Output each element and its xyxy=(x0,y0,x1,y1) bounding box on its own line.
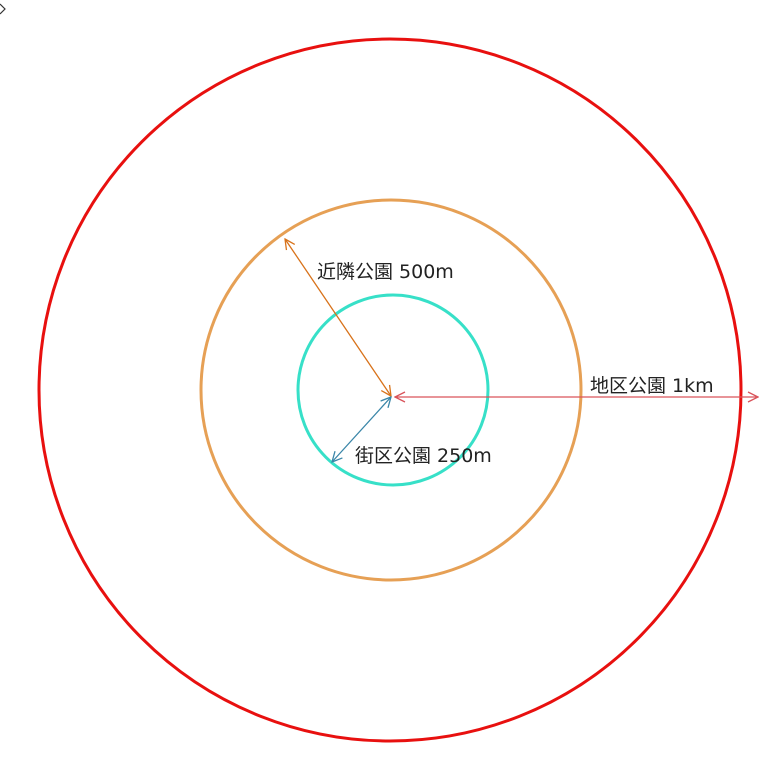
block-park-label: 街区公園 250m xyxy=(355,445,492,467)
corner-fragment xyxy=(0,3,6,15)
district-park-radius-circle xyxy=(37,37,743,743)
neighborhood-park-label: 近隣公園 500m xyxy=(317,261,454,283)
district-park-label: 地区公園 1km xyxy=(590,375,714,397)
neighborhood-park-radius-circle xyxy=(199,198,583,582)
neighborhood-radius-arrow xyxy=(285,239,391,396)
block-radius-arrow xyxy=(332,397,391,462)
